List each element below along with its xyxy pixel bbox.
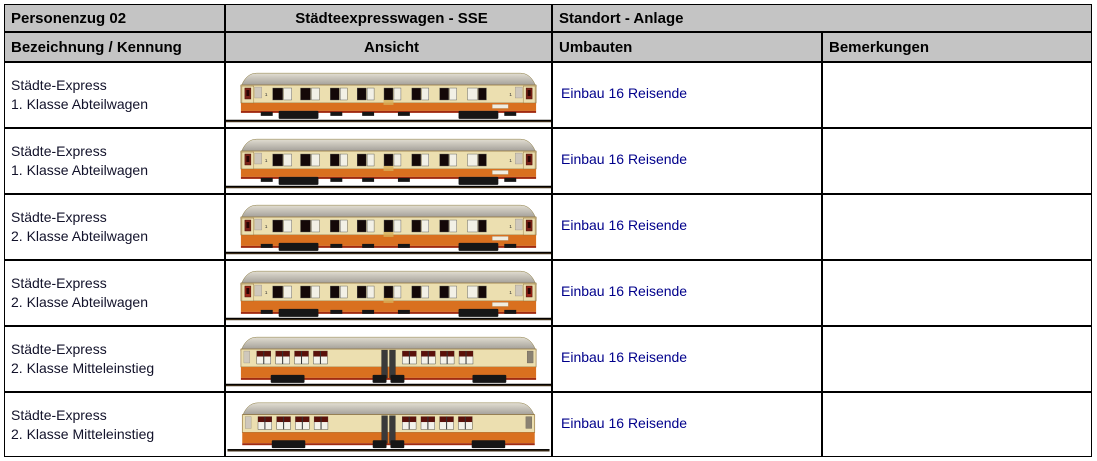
svg-text:1: 1 <box>265 290 268 296</box>
svg-text:1: 1 <box>509 92 512 98</box>
svg-text:1: 1 <box>265 158 268 164</box>
svg-text:1: 1 <box>265 224 268 230</box>
svg-text:1: 1 <box>509 158 512 164</box>
svg-text:1: 1 <box>509 224 512 230</box>
svg-text:1: 1 <box>265 92 268 98</box>
svg-text:1: 1 <box>509 290 512 296</box>
